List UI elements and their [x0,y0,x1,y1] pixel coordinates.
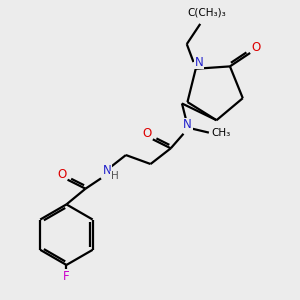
Text: N: N [102,164,111,177]
Text: H: H [111,171,119,182]
Text: O: O [57,168,67,181]
Text: C(CH₃)₃: C(CH₃)₃ [188,8,226,18]
Text: O: O [251,41,260,54]
Text: O: O [142,127,152,140]
Text: N: N [183,118,192,131]
Text: F: F [63,270,70,283]
Text: N: N [195,56,203,68]
Text: CH₃: CH₃ [212,128,231,138]
